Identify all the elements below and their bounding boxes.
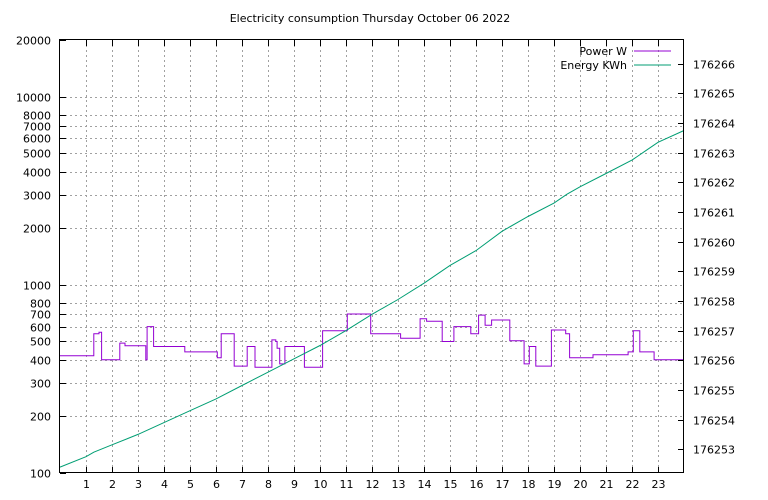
y-right-tick-label: 176256 [693, 355, 735, 368]
y-left-tick-label: 200 [30, 411, 51, 424]
y-right-tick-label: 176265 [693, 88, 735, 101]
x-tick-label: 4 [161, 478, 168, 491]
axis-ticks: 1 2 3 4 5 6 7 8 9 10 11 12 13 14 15 16 17 18 19 20 21 22 23100… [16, 35, 735, 492]
y-left-tick-label: 800 [30, 298, 51, 311]
x-tick-label: 10 [314, 478, 328, 491]
y-right-tick-label: 176258 [693, 296, 735, 309]
y-left-tick-label: 2000 [23, 223, 51, 236]
y-right-tick-label: 176264 [693, 118, 735, 131]
y-left-tick-label: 700 [30, 309, 51, 322]
x-tick-label: 1 [83, 478, 90, 491]
y-right-tick-label: 176260 [693, 237, 735, 250]
x-tick-label: 18 [522, 478, 536, 491]
y-right-tick-label: 176257 [693, 326, 735, 339]
y-right-tick-label: 176259 [693, 266, 735, 279]
x-tick-label: 20 [574, 478, 588, 491]
y-right-tick-label: 176266 [693, 59, 735, 72]
y-right-tick-label: 176263 [693, 148, 735, 161]
y-left-tick-label: 300 [30, 378, 51, 391]
y-left-tick-label: 10000 [16, 92, 51, 105]
legend-label-1: Energy KWh [560, 59, 627, 72]
x-tick-label: 8 [265, 478, 272, 491]
y-left-tick-label: 600 [30, 322, 51, 335]
y-left-tick-label: 400 [30, 355, 51, 368]
x-tick-label: 12 [366, 478, 380, 491]
y-right-tick-label: 176253 [693, 444, 735, 457]
x-tick-label: 11 [340, 478, 354, 491]
x-tick-label: 7 [239, 478, 246, 491]
y-left-tick-label: 8000 [23, 110, 51, 123]
x-tick-label: 15 [444, 478, 458, 491]
series-line-0 [60, 313, 684, 368]
x-tick-label: 5 [187, 478, 194, 491]
y-left-tick-label: 3000 [23, 190, 51, 203]
x-tick-label: 3 [135, 478, 142, 491]
y-right-tick-label: 176254 [693, 415, 735, 428]
x-tick-label: 6 [213, 478, 220, 491]
y-left-tick-label: 5000 [23, 148, 51, 161]
y-left-tick-label: 7000 [23, 121, 51, 134]
x-tick-label: 19 [548, 478, 562, 491]
x-tick-label: 14 [418, 478, 432, 491]
y-left-tick-label: 6000 [23, 133, 51, 146]
x-tick-label: 13 [392, 478, 406, 491]
y-left-tick-label: 100 [30, 468, 51, 481]
y-left-tick-label: 4000 [23, 167, 51, 180]
y-right-tick-label: 176262 [693, 177, 735, 190]
plot-series [59, 130, 685, 468]
x-tick-label: 21 [600, 478, 614, 491]
plot-frame [59, 39, 684, 473]
grid [60, 40, 684, 473]
chart-title: Electricity consumption Thursday October… [230, 12, 511, 25]
y-left-tick-label: 1000 [23, 280, 51, 293]
y-right-tick-label: 176255 [693, 385, 735, 398]
x-tick-label: 9 [291, 478, 298, 491]
legend-label-0: Power W [579, 45, 627, 58]
y-left-tick-label: 20000 [16, 35, 51, 48]
x-tick-label: 17 [496, 478, 510, 491]
series-line-1 [59, 130, 685, 468]
x-tick-label: 22 [626, 478, 640, 491]
x-tick-label: 2 [109, 478, 116, 491]
x-tick-label: 23 [652, 478, 666, 491]
x-tick-label: 16 [470, 478, 484, 491]
y-right-tick-label: 176261 [693, 207, 735, 220]
y-left-tick-label: 500 [30, 336, 51, 349]
